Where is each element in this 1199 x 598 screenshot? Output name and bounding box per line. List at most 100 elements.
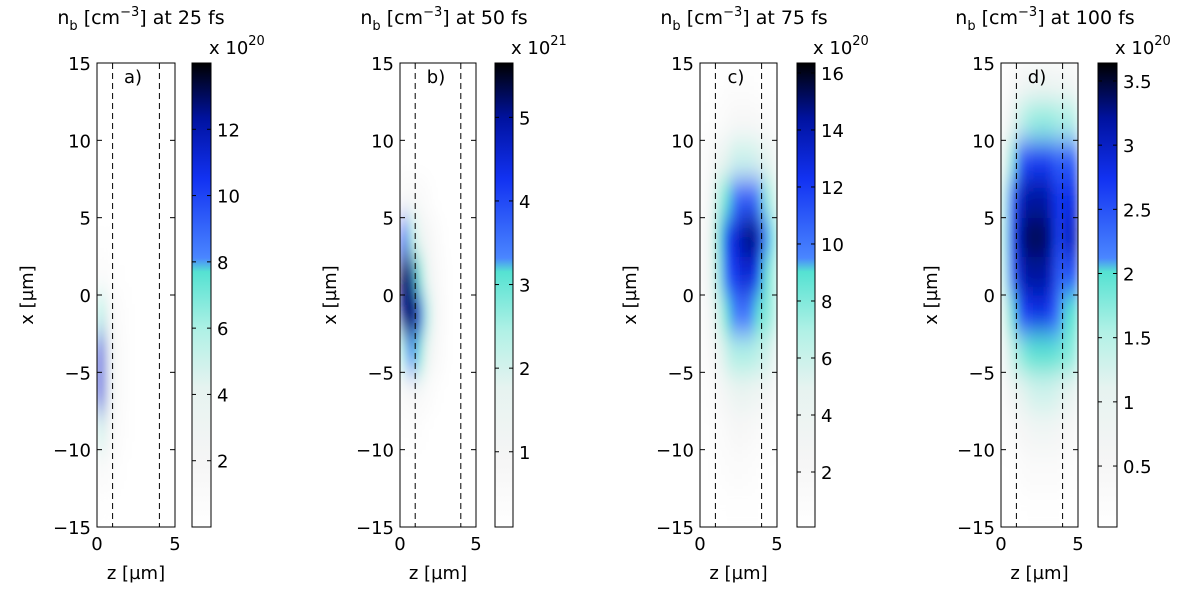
heatmap-cell xyxy=(460,217,469,257)
colorbar xyxy=(1098,63,1117,527)
heatmap-cell xyxy=(1001,101,1010,141)
heatmap-cell xyxy=(468,411,477,451)
heatmap-cell xyxy=(1070,295,1079,335)
heatmap-cell xyxy=(445,411,454,451)
heatmap-cell xyxy=(112,256,121,296)
heatmap-cell xyxy=(468,101,477,141)
chart-title: nb [cm−3] at 100 fs xyxy=(955,5,1134,34)
heatmap-cell xyxy=(738,256,747,296)
heatmap-cell xyxy=(1039,101,1048,141)
heatmap-cell xyxy=(715,63,724,103)
heatmap-cell xyxy=(700,449,709,489)
x-tick-label: 0 xyxy=(694,534,705,555)
heatmap-cell xyxy=(730,256,739,296)
colorbar-tick-label: 3 xyxy=(519,276,530,297)
heatmap-cell xyxy=(1039,256,1048,296)
heatmap-cell xyxy=(730,140,739,180)
heatmap-cell xyxy=(143,256,153,296)
heatmap-cell xyxy=(1001,295,1010,335)
heatmap-cell xyxy=(753,372,763,412)
heatmap-cell xyxy=(1062,217,1071,257)
heatmap-cell xyxy=(1016,63,1025,103)
heatmap-cell xyxy=(1031,333,1040,373)
heatmap-cell xyxy=(104,449,114,489)
heatmap-cell xyxy=(438,372,447,412)
x-tick-label: 5 xyxy=(470,534,481,555)
colorbar xyxy=(797,63,815,527)
heatmap-cell xyxy=(738,488,747,528)
heatmap-cell xyxy=(707,63,716,103)
heatmap-cell xyxy=(1070,256,1079,296)
heatmap-cell xyxy=(1054,63,1064,103)
heatmap-cell xyxy=(407,63,416,103)
heatmap-cell xyxy=(700,217,709,257)
heatmap-cell xyxy=(1024,256,1033,296)
heatmap-cell xyxy=(1008,488,1017,528)
heatmap-cell xyxy=(445,256,454,296)
y-tick-label: 5 xyxy=(984,209,995,230)
heatmap-cell xyxy=(120,295,129,335)
heatmap-cell xyxy=(1008,295,1017,335)
heatmap-cell xyxy=(400,101,409,141)
colorbar-multiplier: x 1020 xyxy=(209,34,265,59)
heatmap-cell xyxy=(1054,140,1064,180)
heatmap-cell xyxy=(769,63,778,103)
heatmap-cell xyxy=(453,179,462,219)
heatmap-cell xyxy=(761,140,770,180)
title-part: [cm xyxy=(681,7,723,29)
y-tick-label: 5 xyxy=(683,209,694,230)
heatmap-cell xyxy=(1031,411,1040,451)
heatmap-cell xyxy=(430,488,439,528)
heatmap-cell xyxy=(761,488,770,528)
heatmap-cell xyxy=(1039,372,1048,412)
heatmap-cell xyxy=(438,411,447,451)
heatmap-cell xyxy=(415,449,424,489)
heatmap-cell xyxy=(700,101,709,141)
heatmap-cell xyxy=(151,140,160,180)
heatmap-cell xyxy=(159,140,168,180)
title-part: [cm xyxy=(78,7,120,29)
heatmap-cell xyxy=(1070,449,1079,489)
x-tick-label: 5 xyxy=(1072,534,1083,555)
colorbar-tick-label: 12 xyxy=(821,178,844,199)
heatmap-cell xyxy=(112,488,121,528)
heatmap-cell xyxy=(415,488,424,528)
heatmap-cell xyxy=(1047,256,1056,296)
heatmap-cell xyxy=(167,449,176,489)
heatmap-cell xyxy=(143,488,153,528)
heatmap-cell xyxy=(438,256,447,296)
heatmap-cell xyxy=(143,179,153,219)
heatmap-cell xyxy=(707,333,716,373)
heatmap-cell xyxy=(1024,179,1033,219)
heatmap-cell xyxy=(761,179,770,219)
heatmap-cell xyxy=(1062,295,1071,335)
heatmap-cell xyxy=(468,449,477,489)
heatmap-cell xyxy=(753,411,763,451)
heatmap-cell xyxy=(723,217,732,257)
heatmap-cell xyxy=(460,372,469,412)
heatmap-cell xyxy=(407,101,416,141)
heatmap-cell xyxy=(400,449,409,489)
heatmap-cell xyxy=(746,449,755,489)
heatmap-cell xyxy=(136,256,145,296)
y-tick-label: −10 xyxy=(356,441,394,462)
heatmap-cell xyxy=(97,372,106,412)
heatmap-cell xyxy=(1047,372,1056,412)
x-axis-label: z [µm] xyxy=(107,563,165,584)
heatmap-cell xyxy=(746,333,755,373)
title-part: b xyxy=(967,19,975,34)
heatmap-cell xyxy=(1070,101,1079,141)
heatmap-cell xyxy=(769,411,778,451)
heatmap-cell xyxy=(151,179,160,219)
heatmap-cell xyxy=(407,488,416,528)
heatmap-cell xyxy=(753,295,763,335)
y-tick-label: 10 xyxy=(972,131,995,152)
heatmap-cell xyxy=(422,333,431,373)
heatmap-cell xyxy=(407,140,416,180)
heatmap-cell xyxy=(730,217,739,257)
heatmap-cell xyxy=(167,101,176,141)
panel-label: c) xyxy=(728,67,745,88)
heatmap-cell xyxy=(707,179,716,219)
heatmap-cell xyxy=(700,256,709,296)
x-axis-label: z [µm] xyxy=(409,563,467,584)
